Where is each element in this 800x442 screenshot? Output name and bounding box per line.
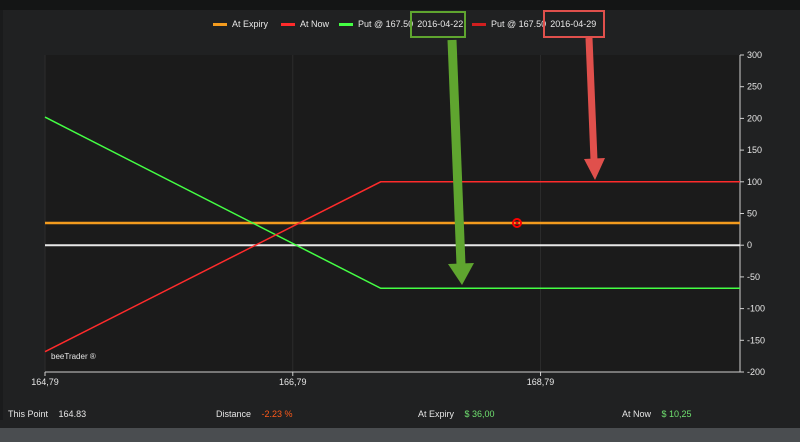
x-tick-label: 166,79 (279, 377, 307, 387)
status-label: Distance (216, 409, 252, 419)
left-window-edge (0, 10, 3, 420)
legend-label: At Now (300, 19, 330, 29)
current-point-dot (515, 221, 519, 225)
legend-date: 2016-04-29 (550, 19, 597, 29)
legend-swatch-put-0429 (472, 22, 486, 26)
bottom-window-strip (0, 428, 800, 442)
series-line (44, 116, 740, 290)
watermark-text: beeTrader ® (51, 352, 96, 361)
legend-swatch-at-expiry (213, 22, 227, 26)
legend-label: Put @ 167.50 (358, 19, 414, 29)
y-tick-label: 200 (747, 113, 762, 123)
y-tick-label: 250 (747, 82, 762, 92)
status-this-point: This Point 164.83 (8, 409, 86, 419)
status-value: $ 36,00 (464, 409, 495, 419)
top-window-strip (0, 0, 800, 10)
status-bar: This Point 164.83 Distance -2.23 % At Ex… (0, 405, 800, 425)
status-at-now: At Now $ 10,25 (622, 409, 692, 419)
status-value: 164.83 (58, 409, 87, 419)
annotation-arrow-green (447, 39, 466, 266)
legend-item-at-expiry[interactable]: At Expiry (213, 14, 268, 34)
legend-swatch-put-0422 (339, 22, 353, 26)
status-distance: Distance -2.23 % (216, 409, 293, 419)
y-tick-label: 0 (747, 240, 752, 250)
legend-item-put-0422[interactable]: Put @ 167.50 2016-04-22 (339, 14, 463, 34)
status-label: At Now (622, 409, 652, 419)
legend-item-put-0429[interactable]: Put @ 167.50 2016-04-29 (472, 14, 596, 34)
legend-item-at-now[interactable]: At Now (281, 14, 329, 34)
annotation-arrow-red-head (584, 158, 605, 180)
y-tick-label: 100 (747, 177, 762, 187)
highlight-box-2016-04-22 (410, 11, 466, 38)
annotation-arrow-green-head (448, 263, 474, 285)
legend-label: Put @ 167.50 (491, 19, 547, 29)
legend-swatch-at-now (281, 22, 295, 26)
status-at-expiry: At Expiry $ 36,00 (418, 409, 495, 419)
y-tick-label: 150 (747, 145, 762, 155)
plot-area (45, 55, 740, 372)
status-label: At Expiry (418, 409, 455, 419)
status-label: This Point (8, 409, 49, 419)
legend-date: 2016-04-22 (417, 19, 464, 29)
y-tick-label: -50 (747, 272, 760, 282)
x-tick-label: 164,79 (31, 377, 59, 387)
y-tick-label: 300 (747, 50, 762, 60)
y-tick-label: -150 (747, 335, 765, 345)
y-tick-label: -200 (747, 367, 765, 377)
y-tick-label: -100 (747, 304, 765, 314)
highlight-box-2016-04-29 (543, 10, 605, 38)
series-line (44, 181, 740, 353)
legend-label: At Expiry (232, 19, 269, 29)
x-tick-label: 168,79 (527, 377, 555, 387)
status-value: -2.23 % (261, 409, 293, 419)
annotation-arrow-red (585, 37, 598, 161)
chart-legend: At Expiry At Now Put @ 167.50 2016-04-22… (0, 14, 800, 34)
current-point-marker (512, 218, 523, 229)
status-value: $ 10,25 (661, 409, 692, 419)
y-tick-label: 50 (747, 209, 757, 219)
